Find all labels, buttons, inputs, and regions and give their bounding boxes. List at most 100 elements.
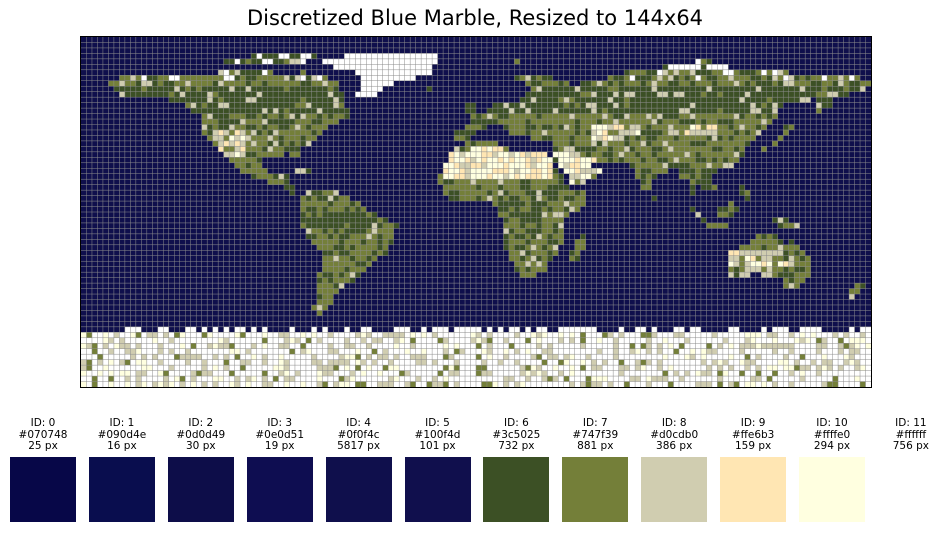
map-cell [404,69,411,76]
map-cell [459,58,466,65]
map-cell [256,80,263,87]
map-cell [388,140,394,147]
map-cell [415,140,422,147]
map-cell [459,195,466,202]
map-cell [349,179,356,185]
map-cell [124,113,131,120]
map-cell [678,86,685,92]
map-cell [525,168,531,174]
map-cell [503,37,509,43]
map-cell [827,37,833,43]
map-cell [240,179,246,185]
map-cell [497,80,504,87]
map-cell [843,113,850,120]
map-cell [168,190,175,196]
map-cell [651,64,658,70]
map-cell [113,113,120,120]
map-cell [497,179,504,185]
map-cell [223,151,230,158]
map-cell [849,140,855,147]
map-cell [371,64,378,70]
map-cell [278,195,284,202]
map-cell [832,217,839,223]
map-cell [185,102,191,109]
map-cell [278,212,284,218]
map-cell [382,217,389,223]
map-cell [860,151,866,158]
map-cell [344,212,350,218]
map-cell [728,190,734,196]
map-cell [448,190,455,196]
map-cell [289,157,295,163]
map-cell [157,179,164,185]
map-cell [602,47,608,54]
map-cell [854,124,861,130]
map-cell [530,157,537,163]
map-cell [240,108,246,114]
map-cell [821,212,828,218]
map-cell [294,157,301,163]
map-cell [832,157,839,163]
map-cell [700,206,707,212]
map-cell [843,173,850,180]
map-cell [629,222,636,229]
map-cell [569,135,575,141]
map-cell [689,190,696,196]
map-cell [476,206,482,212]
map-cell [163,217,169,223]
map-cell [558,47,564,54]
map-cell [481,140,487,147]
map-cell [552,47,559,54]
map-cell [860,201,866,207]
map-cell [591,157,597,163]
map-cell [607,124,614,130]
map-cell [519,135,526,141]
map-cell [218,206,224,212]
map-cell [470,37,476,43]
map-cell [519,86,526,92]
map-cell [152,206,158,212]
map-cell [525,119,531,125]
map-cell [635,179,641,185]
map-cell [624,206,630,212]
map-cell [333,124,339,130]
map-cell [437,58,444,65]
map-cell [684,37,690,43]
map-cell [788,64,795,70]
map-cell [240,146,246,152]
map-cell [97,47,103,54]
map-cell [108,201,114,207]
map-cell [163,75,169,81]
map-cell [629,42,636,48]
map-cell [283,179,290,185]
map-cell [629,86,636,92]
map-cell [794,42,800,48]
map-cell [218,190,224,196]
map-cell [311,53,317,59]
map-cell [229,42,235,48]
map-cell [651,151,658,158]
map-cell [355,217,361,223]
map-cell [761,129,767,136]
map-cell [141,195,147,202]
map-cell [563,102,570,109]
map-cell [536,206,542,212]
map-cell [849,97,855,103]
map-cell [602,140,608,147]
map-cell [426,206,433,212]
map-cell [135,97,142,103]
map-cell [613,97,619,103]
map-cell [316,212,323,218]
map-cell [657,69,663,76]
map-cell [300,37,306,43]
map-cell [497,173,504,180]
map-cell [805,135,811,141]
map-cell [728,86,734,92]
map-cell [207,168,213,174]
map-cell [382,108,389,114]
map-cell [349,190,356,196]
map-cell [832,64,839,70]
map-cell [799,184,806,191]
map-cell [190,47,197,54]
map-cell [102,179,109,185]
